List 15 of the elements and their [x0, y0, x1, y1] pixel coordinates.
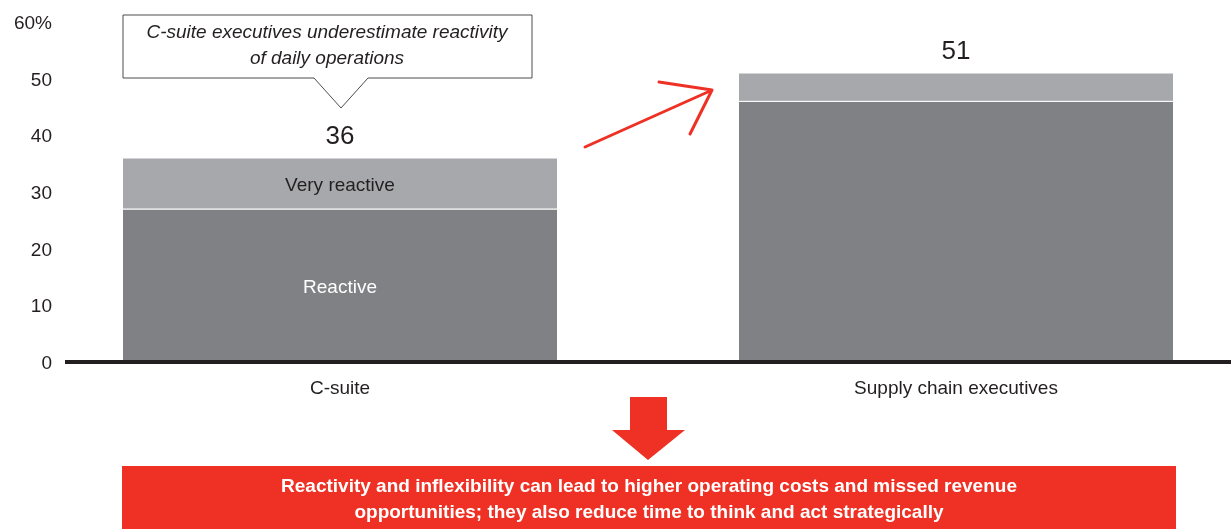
- series-label: Reactive: [303, 275, 377, 297]
- y-tick-label: 60%: [13, 12, 53, 33]
- y-tick-label: 20: [30, 238, 52, 260]
- total-label: 51: [941, 35, 971, 65]
- y-tick-label: 40: [30, 125, 52, 147]
- y-tick-label: 50: [30, 68, 52, 90]
- total-label: 36: [325, 120, 355, 150]
- y-tick-label: 30: [30, 182, 52, 203]
- y-tick-label: 10: [30, 295, 52, 317]
- series-label: Very reactive: [285, 173, 395, 195]
- y-tick-label: 0: [41, 352, 52, 373]
- text: Reactivity and inflexibility can lead to higher operating costs and missed revenue opportunities; they also reduce time to think and act strategically: [281, 475, 1017, 522]
- x-tick-label: Supply chain executives: [854, 377, 1058, 398]
- x-tick-label: C-suite: [309, 377, 371, 398]
- annotation: C-suite executives underestimate reactivity of daily operations: [146, 21, 510, 68]
